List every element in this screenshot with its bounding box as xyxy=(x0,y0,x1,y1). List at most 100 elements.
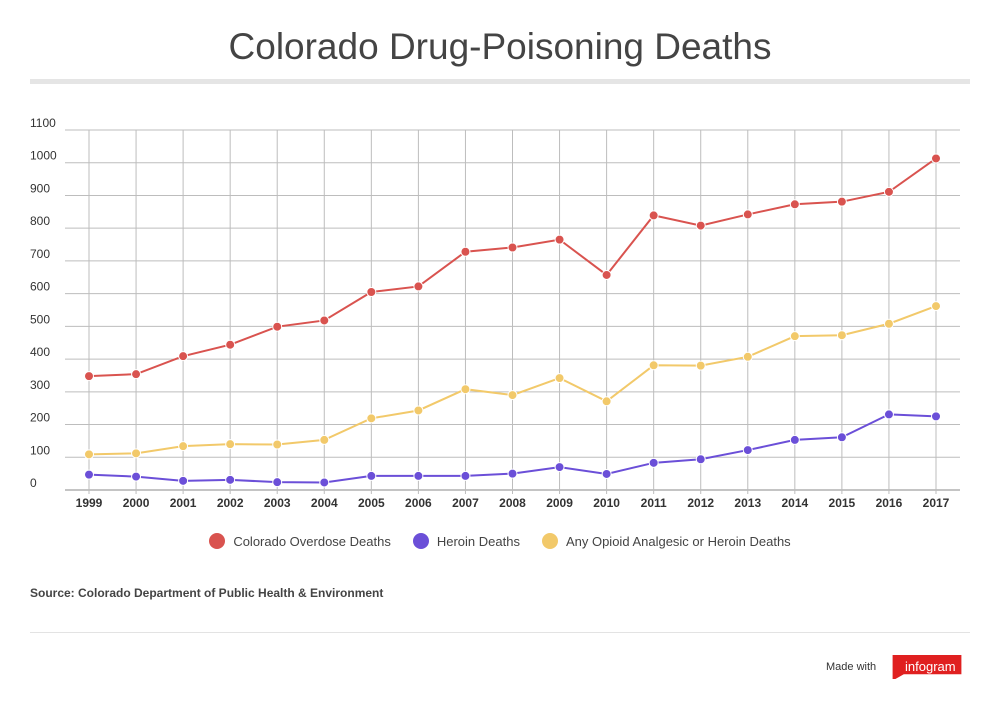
y-tick-label: 200 xyxy=(30,411,50,425)
x-tick-label: 2013 xyxy=(734,496,761,510)
legend-swatch-opioid xyxy=(541,533,558,549)
data-point xyxy=(742,209,753,220)
x-tick-label: 2005 xyxy=(358,496,385,510)
x-axis-ticks: 1999 2000 2001 2002 2003 2004 2005 2006 2007 2008… xyxy=(76,496,950,510)
x-tick-label: 2008 xyxy=(499,496,526,510)
data-point xyxy=(225,474,236,485)
y-tick-label: 500 xyxy=(30,312,50,326)
data-point xyxy=(507,390,518,401)
data-point xyxy=(84,469,94,480)
source-note: Source: Colorado Department of Public He… xyxy=(30,586,384,600)
data-point xyxy=(272,477,283,488)
y-tick-label: 900 xyxy=(30,181,50,195)
legend-item-heroin[interactable]: Heroin Deaths xyxy=(412,533,520,549)
y-tick-label: 0 xyxy=(30,476,37,490)
y-tick-label: 400 xyxy=(30,345,50,359)
data-point xyxy=(84,371,94,382)
data-point xyxy=(883,186,894,197)
data-point xyxy=(225,439,236,450)
x-tick-label: 2011 xyxy=(641,496,667,510)
data-point xyxy=(789,331,800,342)
data-point xyxy=(413,405,424,416)
data-point xyxy=(460,470,471,481)
y-tick-label: 100 xyxy=(30,443,50,457)
made-with-label: Made with xyxy=(826,661,877,673)
y-tick-label: 1100 xyxy=(30,116,56,130)
data-point xyxy=(836,330,847,341)
data-point xyxy=(272,321,283,332)
data-point xyxy=(554,373,565,384)
data-point xyxy=(131,471,142,482)
data-point xyxy=(460,246,471,257)
data-point xyxy=(554,234,565,245)
data-point xyxy=(178,475,189,486)
x-tick-label: 1999 xyxy=(76,496,103,510)
data-point xyxy=(84,449,94,460)
data-point xyxy=(601,468,612,479)
x-tick-label: 2015 xyxy=(829,496,856,510)
data-point xyxy=(601,396,612,407)
data-point xyxy=(836,196,847,207)
data-point xyxy=(319,315,330,326)
infogram-logo-text: infogram xyxy=(905,659,956,674)
y-tick-label: 600 xyxy=(30,280,50,294)
x-tick-label: 2004 xyxy=(311,496,338,510)
data-point xyxy=(742,445,753,456)
series-lines xyxy=(84,153,941,488)
data-point xyxy=(931,153,941,164)
data-point xyxy=(131,369,142,380)
legend-swatch-heroin xyxy=(412,533,429,549)
legend-label-overdose: Colorado Overdose Deaths xyxy=(233,533,391,549)
data-point xyxy=(648,360,659,371)
legend-item-opioid[interactable]: Any Opioid Analgesic or Heroin Deaths xyxy=(541,533,791,549)
x-tick-label: 2000 xyxy=(123,496,150,510)
data-point xyxy=(789,434,800,445)
chart-title: Colorado Drug-Poisoning Deaths xyxy=(228,26,772,67)
data-point xyxy=(648,457,659,468)
data-point xyxy=(178,351,189,362)
data-point xyxy=(272,439,283,450)
x-tick-label: 2001 xyxy=(170,496,197,510)
data-point xyxy=(366,413,377,424)
data-point xyxy=(931,411,941,422)
data-point xyxy=(836,432,847,443)
x-tick-label: 2012 xyxy=(687,496,714,510)
data-point xyxy=(507,468,518,479)
y-tick-label: 300 xyxy=(30,378,50,392)
data-point xyxy=(225,339,236,350)
data-point xyxy=(178,441,189,452)
footer-divider xyxy=(30,632,970,633)
grid-lines xyxy=(65,129,960,494)
title-divider xyxy=(30,79,970,84)
infogram-badge[interactable] xyxy=(884,655,970,679)
data-point xyxy=(648,210,659,221)
legend-swatch-overdose xyxy=(209,533,226,549)
line-chart: 0 100 200 300 400 500 600 700 800 900 1000 1100 199… xyxy=(30,116,960,510)
data-point xyxy=(131,448,142,459)
y-axis-ticks: 0 100 200 300 400 500 600 700 800 900 1000 1100 xyxy=(30,116,57,490)
data-point xyxy=(883,409,894,420)
data-point xyxy=(366,287,377,297)
x-tick-label: 2003 xyxy=(264,496,291,510)
data-point xyxy=(695,360,706,371)
data-point xyxy=(554,462,565,473)
data-point xyxy=(601,269,612,280)
legend: Colorado Overdose Deaths Heroin Deaths A… xyxy=(0,533,1000,549)
data-point xyxy=(507,242,518,253)
data-point xyxy=(695,220,706,231)
data-point xyxy=(460,384,471,395)
y-tick-label: 1000 xyxy=(30,149,57,163)
data-point xyxy=(883,318,894,329)
data-point xyxy=(695,454,706,465)
x-tick-label: 2016 xyxy=(876,496,903,510)
x-tick-label: 2017 xyxy=(923,496,950,510)
data-point xyxy=(789,199,800,210)
data-point xyxy=(319,477,330,488)
y-tick-label: 800 xyxy=(30,214,50,228)
y-tick-label: 700 xyxy=(30,247,50,261)
x-tick-label: 2014 xyxy=(781,496,808,510)
legend-label-heroin: Heroin Deaths xyxy=(436,533,520,549)
data-point xyxy=(319,434,330,445)
legend-item-overdose[interactable]: Colorado Overdose Deaths xyxy=(209,533,391,549)
x-tick-label: 2010 xyxy=(593,496,620,510)
